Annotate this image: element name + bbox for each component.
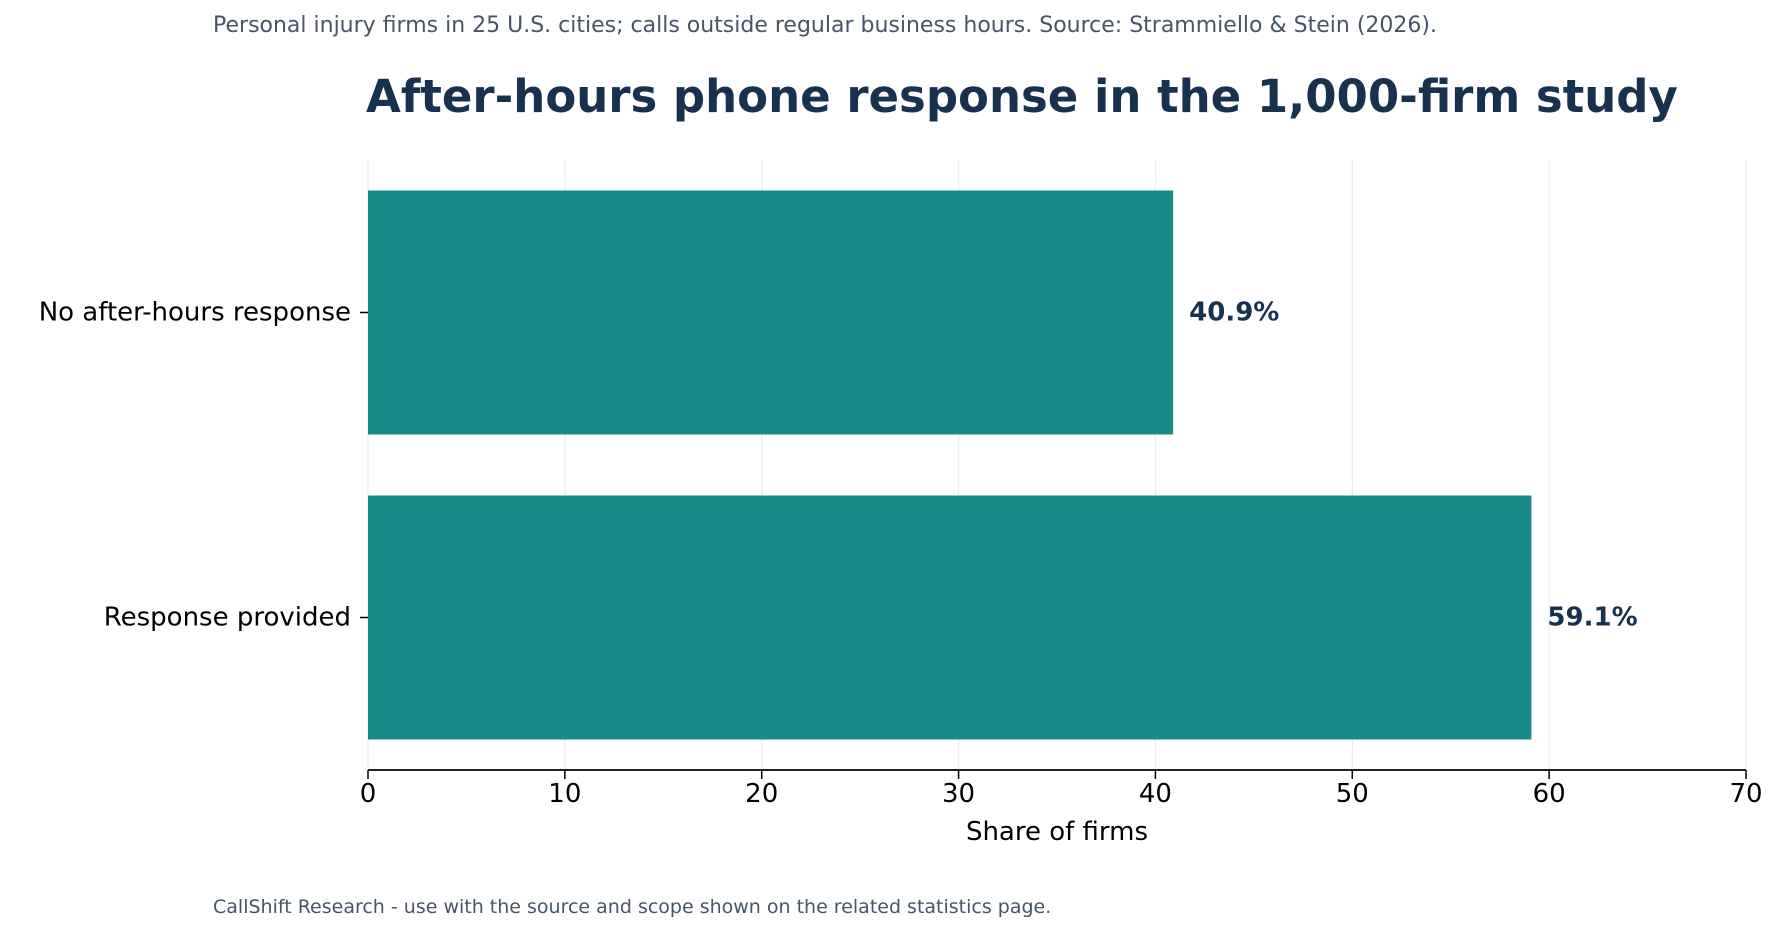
chart-subtitle: Personal injury firms in 25 U.S. cities;… xyxy=(213,13,1437,38)
x-tick-label: 10 xyxy=(548,779,581,809)
chart-title: After-hours phone response in the 1,000-… xyxy=(366,70,1678,123)
x-axis-title: Share of firms xyxy=(966,817,1148,847)
bar xyxy=(368,495,1532,740)
x-tick-label: 50 xyxy=(1336,779,1369,809)
bars xyxy=(368,190,1532,740)
x-tick-label: 0 xyxy=(360,779,377,809)
y-tick-label: No after-hours response xyxy=(39,298,351,328)
footer-note: CallShift Research - use with the source… xyxy=(213,896,1052,918)
data-label: 40.9% xyxy=(1189,298,1279,328)
x-tick-label: 40 xyxy=(1139,779,1172,809)
x-tick-label: 20 xyxy=(745,779,778,809)
y-tick-label: Response provided xyxy=(104,603,351,633)
bar xyxy=(368,190,1174,435)
x-tick-label: 30 xyxy=(942,779,975,809)
axes xyxy=(360,311,1747,779)
data-label: 59.1% xyxy=(1547,603,1637,633)
x-tick-label: 70 xyxy=(1729,779,1762,809)
x-tick-label: 60 xyxy=(1533,779,1566,809)
labels: 40.9% No after-hours response 59.1% Respons… xyxy=(39,298,1763,848)
